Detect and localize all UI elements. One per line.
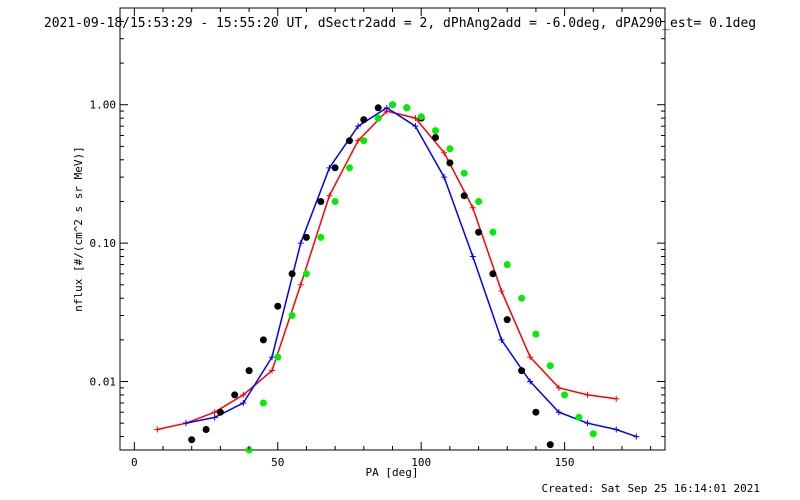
data-point [288, 270, 296, 278]
data-point [489, 270, 497, 278]
data-point [360, 116, 368, 124]
data-point [613, 426, 620, 433]
data-point [355, 123, 362, 130]
data-point [269, 367, 276, 374]
data-point [216, 408, 224, 416]
x-tick-label: 100 [411, 456, 431, 469]
x-tick-label: 50 [271, 456, 284, 469]
data-point [240, 391, 247, 398]
y-tick-label: 0.01 [90, 376, 117, 389]
data-point [532, 330, 540, 338]
data-point [297, 281, 304, 288]
data-point [245, 367, 253, 375]
data-point [383, 104, 390, 111]
x-axis-label: PA [deg] [366, 466, 419, 479]
data-point [446, 159, 454, 167]
y-tick-label: 0.10 [90, 237, 117, 250]
data-point [346, 164, 353, 172]
data-point [518, 367, 526, 375]
data-point [331, 198, 339, 205]
data-point [518, 294, 526, 302]
data-point [441, 149, 448, 156]
data-point [432, 127, 439, 135]
data-point [532, 408, 540, 416]
data-point [211, 414, 218, 421]
y-tick-label: 1.00 [90, 99, 117, 112]
data-point [446, 145, 454, 153]
data-point [274, 302, 282, 310]
data-point [584, 420, 591, 427]
data-point [360, 137, 368, 145]
data-point [274, 353, 282, 361]
data-point [302, 270, 310, 278]
data-point [503, 261, 511, 269]
data-point [231, 391, 239, 399]
data-point [317, 233, 325, 241]
data-point [584, 391, 591, 398]
data-point [575, 413, 583, 421]
chart-marks [154, 101, 640, 454]
data-point [561, 391, 569, 399]
x-tick-label: 0 [131, 456, 138, 469]
data-point [475, 198, 483, 205]
data-point [211, 409, 218, 416]
chart-axes: 0 50 100 150 0.01 0.10 1.00 [90, 8, 665, 469]
data-point [269, 354, 276, 361]
data-point [527, 378, 534, 385]
y-axis-label: nflux [#/(cm^2 s sr MeV)] [72, 146, 85, 312]
data-point [555, 409, 562, 416]
data-point [441, 174, 448, 181]
data-point [326, 192, 333, 199]
data-point [613, 395, 620, 402]
data-point [259, 399, 267, 407]
data-point [633, 433, 640, 440]
data-point [469, 204, 476, 211]
data-point [389, 101, 396, 109]
data-point [182, 420, 189, 427]
data-point [589, 430, 597, 438]
data-point [202, 426, 210, 433]
data-point [302, 233, 310, 241]
data-point [374, 114, 382, 122]
data-point [469, 253, 476, 260]
series-line [185, 106, 637, 438]
data-point [503, 316, 511, 324]
data-point [498, 336, 505, 343]
data-point [460, 169, 468, 177]
data-point [555, 384, 562, 391]
chart-title: 2021-09-18/15:53:29 - 15:55:20 UT, dSect… [43, 16, 757, 31]
data-point [355, 137, 362, 144]
data-point [240, 399, 247, 406]
data-point [498, 288, 505, 295]
data-point [154, 426, 161, 433]
data-point [417, 113, 425, 121]
data-point [288, 312, 296, 319]
data-point [489, 228, 497, 236]
data-point [460, 192, 468, 200]
data-point [374, 104, 382, 112]
plot-frame [119, 7, 666, 451]
data-point [331, 164, 339, 172]
data-point [546, 362, 554, 370]
data-point [297, 240, 304, 247]
data-point [412, 115, 419, 122]
data-point [403, 104, 411, 112]
data-point [188, 436, 196, 444]
data-point [432, 134, 439, 141]
data-point [412, 123, 419, 130]
created-timestamp: Created: Sat Sep 25 16:14:01 2021 [541, 482, 760, 495]
data-point [546, 441, 554, 449]
data-point [527, 354, 534, 361]
data-point [346, 137, 353, 145]
data-point [259, 336, 267, 344]
data-point [317, 198, 325, 205]
data-point [326, 164, 333, 171]
x-tick-label: 150 [555, 456, 575, 469]
series-line [157, 110, 617, 431]
data-point [475, 228, 483, 236]
